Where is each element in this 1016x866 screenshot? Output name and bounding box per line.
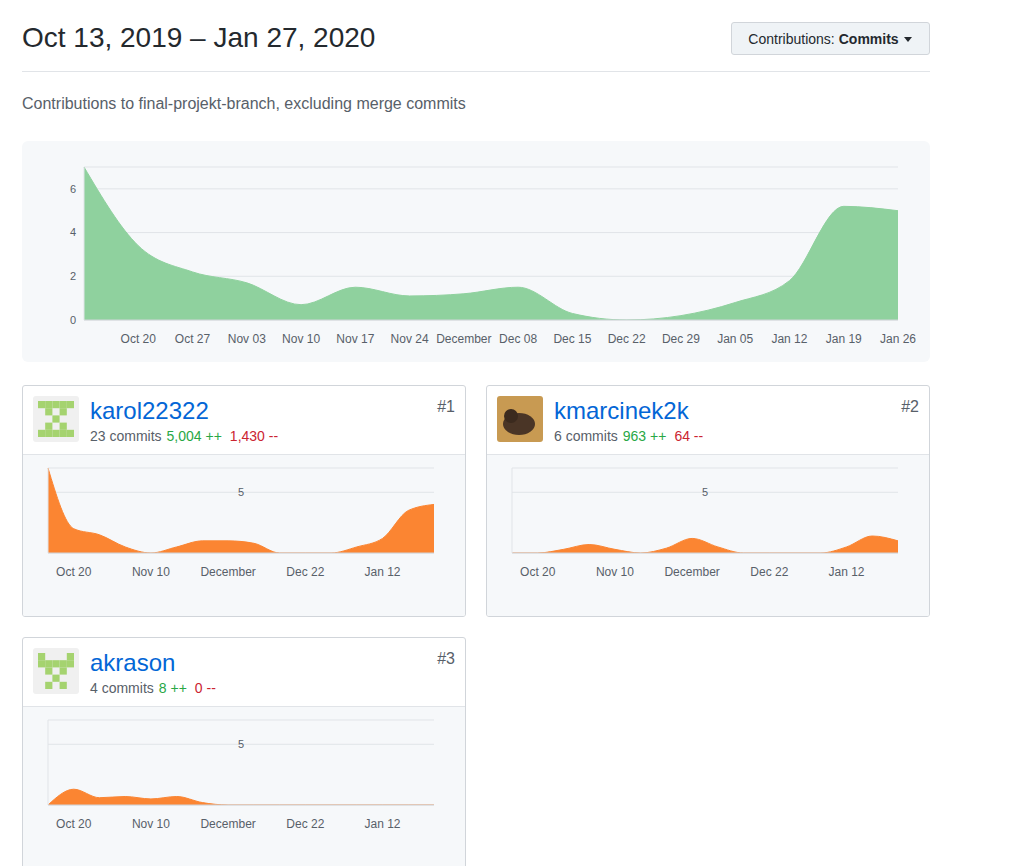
svg-text:December: December [200, 817, 255, 831]
html-text:#3: #3 [437, 650, 455, 667]
svg-text:Dec 29: Dec 29 [662, 332, 700, 346]
svg-text:Nov 24: Nov 24 [391, 332, 429, 346]
svg-text:Jan 12: Jan 12 [771, 332, 807, 346]
svg-text:Jan 05: Jan 05 [717, 332, 753, 346]
svg-text:Oct 20: Oct 20 [121, 332, 157, 346]
html-text:64 --: 64 -- [674, 428, 704, 444]
svg-text:December: December [200, 565, 255, 579]
html-text:Oct 13, 2019 – Jan 27, 2020: Oct 13, 2019 – Jan 27, 2020 [22, 22, 376, 53]
svg-text:Oct 20: Oct 20 [56, 817, 92, 831]
svg-text:Dec 08: Dec 08 [499, 332, 537, 346]
svg-text:Jan 12: Jan 12 [365, 565, 401, 579]
svg-text:Nov 10: Nov 10 [282, 332, 320, 346]
svg-text:Nov 10: Nov 10 [596, 565, 634, 579]
svg-text:December: December [436, 332, 491, 346]
svg-text:5: 5 [702, 486, 708, 498]
svg-text:Dec 22: Dec 22 [286, 817, 324, 831]
svg-text:Jan 19: Jan 19 [826, 332, 862, 346]
svg-text:Jan 12: Jan 12 [829, 565, 865, 579]
svg-text:Dec 22: Dec 22 [750, 565, 788, 579]
svg-text:December: December [664, 565, 719, 579]
svg-text:Nov 17: Nov 17 [336, 332, 374, 346]
html-text:1,430 --: 1,430 -- [229, 428, 279, 444]
html-text:kmarcinek2k: kmarcinek2k [554, 397, 689, 424]
html-text:6 commits 963 ++: 6 commits 963 ++ [554, 428, 667, 444]
svg-text:Oct 20: Oct 20 [520, 565, 556, 579]
svg-text:Jan 12: Jan 12 [365, 817, 401, 831]
html-text:Contributions: Commits: Contributions: Commits [748, 30, 899, 47]
svg-text:Jan 26: Jan 26 [880, 332, 916, 346]
svg-text:0: 0 [70, 314, 76, 326]
html-text:#2: #2 [901, 398, 919, 415]
svg-text:Nov 10: Nov 10 [132, 565, 170, 579]
html-text:akrason: akrason [90, 649, 176, 676]
svg-text:Dec 22: Dec 22 [286, 565, 324, 579]
svg-text:2: 2 [70, 270, 76, 282]
html-text:karol22322: karol22322 [90, 397, 209, 424]
html-text:Contributions to final-projekt: Contributions to final-projekt-branch, e… [22, 95, 466, 112]
svg-text:6: 6 [70, 183, 76, 195]
svg-text:Nov 10: Nov 10 [132, 817, 170, 831]
html-text:4 commits 8 ++: 4 commits 8 ++ [90, 680, 187, 696]
svg-text:4: 4 [70, 226, 76, 238]
svg-text:Nov 03: Nov 03 [228, 332, 266, 346]
svg-text:Oct 20: Oct 20 [56, 565, 92, 579]
svg-text:Dec 22: Dec 22 [608, 332, 646, 346]
svg-text:Oct 27: Oct 27 [175, 332, 211, 346]
svg-text:5: 5 [238, 738, 244, 750]
html-text:0 --: 0 -- [194, 680, 216, 696]
svg-text:Dec 15: Dec 15 [553, 332, 591, 346]
html-text:23 commits 5,004 ++: 23 commits 5,004 ++ [90, 428, 222, 444]
svg-text:5: 5 [238, 486, 244, 498]
html-text:#1: #1 [437, 398, 455, 415]
